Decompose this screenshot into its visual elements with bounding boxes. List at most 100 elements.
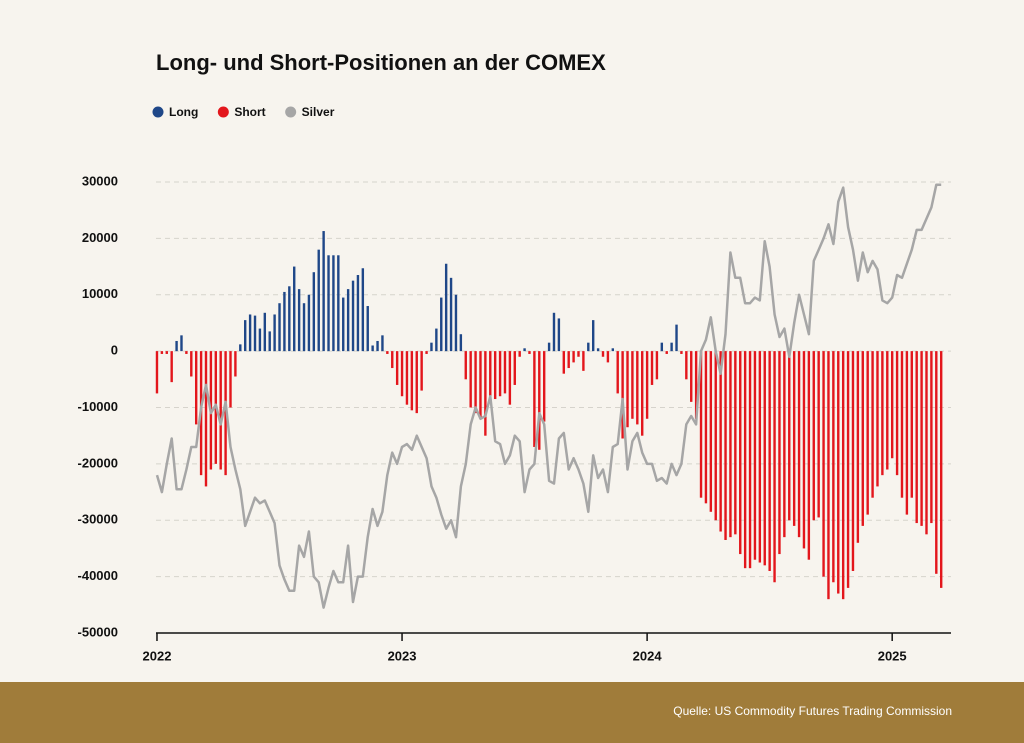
bar — [783, 351, 786, 538]
legend-swatch — [217, 106, 229, 118]
y-tick-label: 0 — [111, 343, 118, 358]
bar — [523, 348, 526, 352]
bar — [273, 314, 276, 352]
bar — [440, 297, 443, 352]
bar — [400, 351, 404, 397]
bar — [876, 351, 879, 487]
source: Quelle: US Commodity Futures Trading Com… — [673, 704, 952, 718]
y-tick-label: 20000 — [82, 230, 118, 245]
bar — [582, 351, 585, 371]
bar — [797, 351, 801, 538]
bar — [263, 312, 267, 352]
bar — [709, 351, 713, 512]
bar — [415, 351, 418, 414]
bar — [239, 344, 242, 352]
bar — [386, 351, 389, 354]
bar — [552, 312, 556, 352]
bar — [288, 286, 291, 352]
bar — [655, 351, 659, 380]
bar — [881, 351, 884, 476]
bar — [307, 294, 311, 352]
bar — [503, 351, 507, 394]
bar — [337, 255, 340, 352]
bar — [592, 320, 595, 352]
bar — [778, 351, 781, 555]
bar — [905, 351, 909, 515]
bar — [616, 351, 619, 394]
bar — [621, 351, 624, 439]
x-tick-label: 2022 — [143, 648, 172, 663]
bar — [547, 342, 551, 352]
bar — [714, 351, 717, 521]
bar — [435, 328, 438, 352]
bar — [493, 351, 497, 400]
bar — [827, 351, 830, 600]
bar — [910, 351, 913, 498]
bar — [361, 268, 365, 352]
bar — [758, 351, 762, 563]
bar — [562, 351, 565, 374]
bar — [538, 351, 541, 450]
bar — [513, 351, 516, 385]
bar — [631, 351, 634, 419]
bar — [596, 348, 600, 352]
legend-label: Short — [234, 105, 265, 119]
bar — [278, 303, 281, 352]
bar — [641, 351, 644, 436]
legend-label: Long — [169, 105, 198, 119]
bar — [636, 351, 639, 425]
bar — [577, 351, 580, 357]
bar — [895, 351, 899, 476]
bar — [464, 351, 467, 380]
bar — [165, 351, 168, 354]
bar — [283, 291, 286, 352]
bar — [244, 320, 247, 352]
bar — [420, 351, 423, 391]
line — [155, 183, 942, 609]
bar — [690, 351, 693, 402]
bar — [518, 351, 521, 357]
x-tick-label: 2025 — [878, 648, 907, 663]
bar — [650, 351, 654, 385]
bar — [719, 351, 722, 532]
legend-label: Silver — [302, 105, 335, 119]
bar — [763, 351, 766, 566]
bar — [498, 351, 502, 397]
bar — [258, 328, 262, 352]
bar — [327, 255, 330, 352]
bar — [175, 340, 178, 352]
bar — [346, 289, 350, 352]
bar — [729, 351, 732, 538]
bar — [886, 351, 889, 470]
bar — [866, 351, 869, 515]
bar — [587, 342, 590, 352]
footer — [0, 682, 1024, 743]
bar — [484, 351, 487, 436]
bar — [297, 289, 301, 352]
bar — [675, 324, 678, 352]
bar — [768, 351, 771, 571]
bar — [871, 351, 874, 498]
bar — [528, 351, 531, 354]
bar — [190, 351, 193, 377]
bar — [606, 351, 610, 363]
bar — [935, 351, 938, 574]
bar — [822, 351, 825, 577]
bar — [660, 342, 664, 352]
bar — [248, 314, 252, 352]
y-tick-label: 30000 — [82, 173, 118, 188]
bar — [322, 231, 325, 352]
bar — [572, 351, 575, 363]
bar — [670, 342, 673, 352]
bar — [444, 263, 448, 352]
bar — [366, 306, 369, 352]
bar — [449, 277, 453, 352]
bar — [351, 280, 355, 352]
bar — [160, 351, 164, 354]
bar — [739, 351, 742, 555]
bar — [841, 351, 845, 600]
bar — [533, 351, 536, 447]
y-tick-label: 10000 — [82, 286, 118, 301]
bar — [180, 335, 183, 352]
